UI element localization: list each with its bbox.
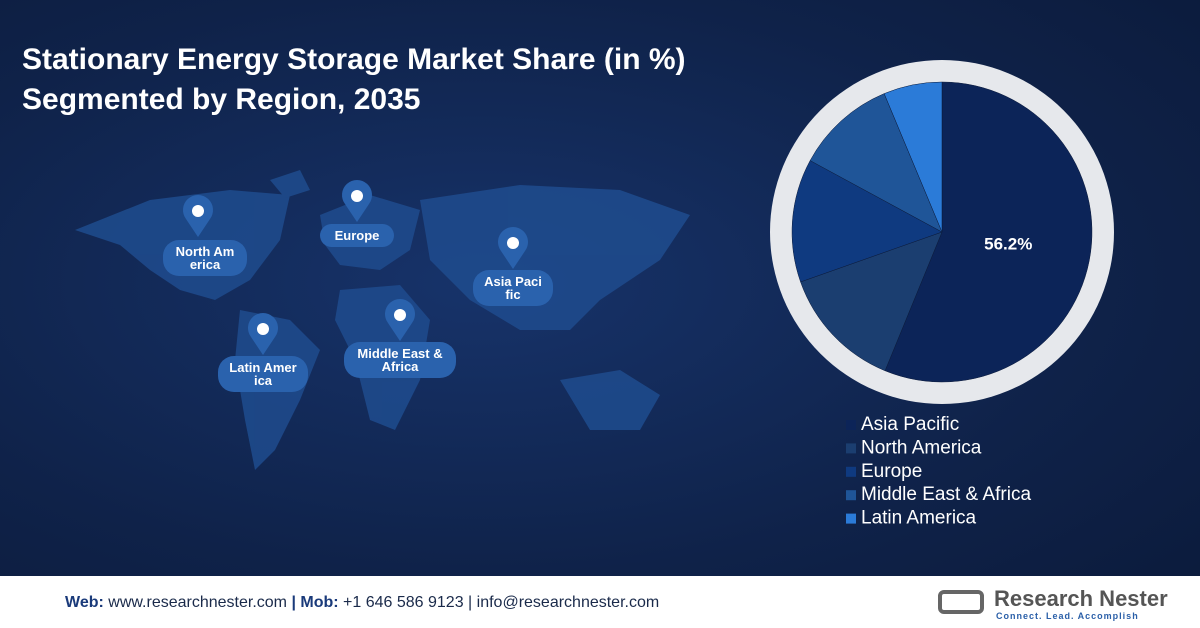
map-pin-dot bbox=[394, 309, 406, 321]
footer: Web: www.researchnester.com | Mob: +1 64… bbox=[0, 576, 1200, 628]
logo-tagline: Connect. Lead. Accomplish bbox=[996, 611, 1139, 621]
map-label: Middle East & Africa bbox=[344, 342, 456, 378]
map-pin-dot bbox=[507, 237, 519, 249]
mob-label: | Mob: bbox=[291, 594, 339, 611]
chart-title: Stationary Energy Storage Market Share (… bbox=[22, 43, 686, 116]
map-pin-dot bbox=[351, 190, 363, 202]
legend-swatch bbox=[846, 513, 856, 524]
map-label: Latin America bbox=[218, 356, 308, 392]
map-pin-dot bbox=[192, 205, 204, 217]
legend-swatch bbox=[846, 490, 856, 501]
pie-slice bbox=[800, 231, 943, 372]
logo-icon bbox=[938, 590, 984, 614]
pie-slice bbox=[884, 81, 1093, 383]
web-label: Web: bbox=[65, 594, 104, 611]
pie-slice bbox=[883, 81, 943, 233]
logo-name: Research Nester bbox=[994, 586, 1168, 611]
pie-slice bbox=[809, 93, 943, 233]
value-label: 56.2% bbox=[984, 235, 1032, 254]
mob: +1 646 586 9123 bbox=[343, 594, 464, 611]
web: www.researchnester.com bbox=[108, 594, 287, 611]
legend-label: Asia Pacific bbox=[861, 414, 959, 435]
legend-swatch bbox=[846, 443, 856, 454]
email: | info@researchnester.com bbox=[468, 594, 660, 611]
map-pin-dot bbox=[257, 323, 269, 335]
map-label: Asia Pacific bbox=[473, 270, 553, 306]
legend-label: Europe bbox=[861, 461, 922, 482]
map-label: North America bbox=[163, 240, 247, 276]
world-map bbox=[75, 170, 690, 470]
map-pins bbox=[183, 179, 528, 355]
legend-swatch bbox=[846, 420, 856, 430]
contact: Web: www.researchnester.com | Mob: +1 64… bbox=[65, 594, 659, 612]
pie-slice bbox=[791, 160, 943, 283]
map-label: Europe bbox=[320, 224, 394, 247]
legend-swatch bbox=[846, 466, 856, 477]
legend-label: North America bbox=[861, 437, 982, 458]
legend-label: Middle East & Africa bbox=[861, 484, 1031, 505]
legend-label: Latin America bbox=[861, 508, 977, 529]
